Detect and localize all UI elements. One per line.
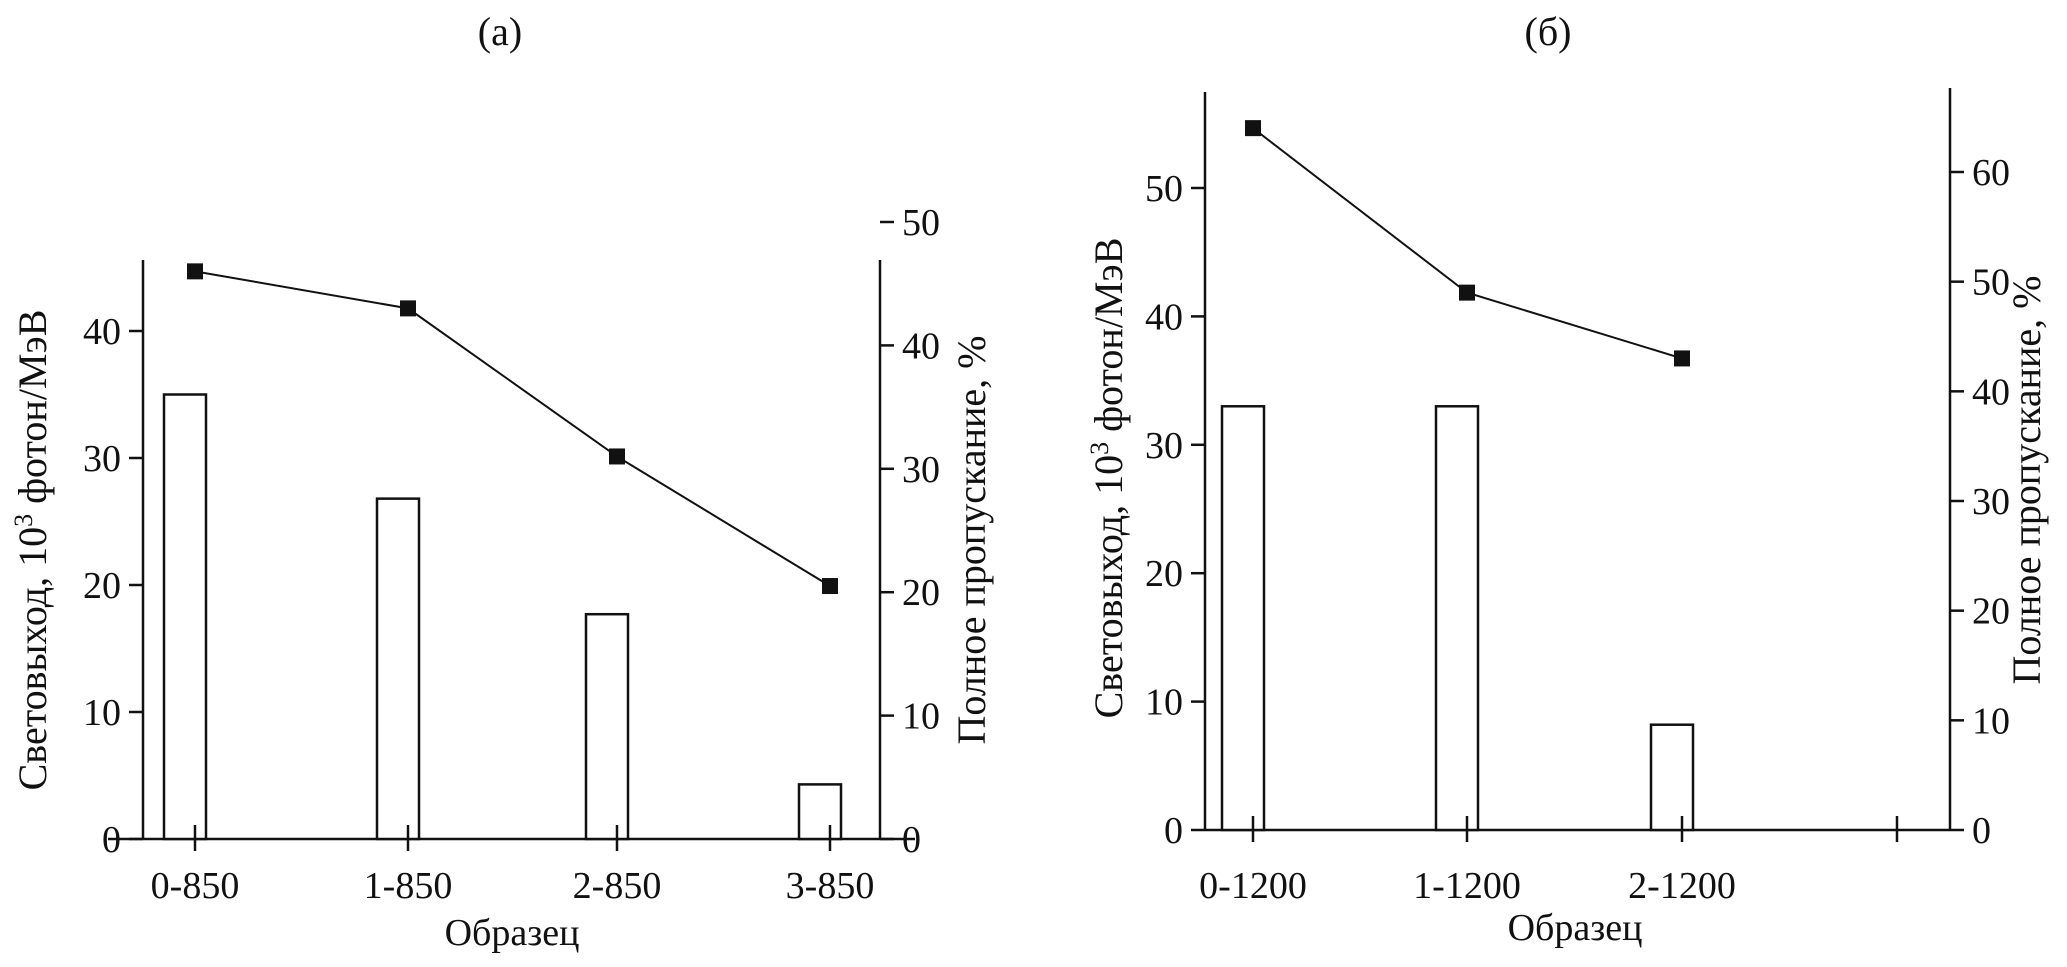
panel-a-x-ticks: 0-850 1-850 2-850 3-850: [151, 825, 875, 907]
right-tick-label: 20: [1972, 591, 2010, 633]
transmission-point: [400, 300, 416, 317]
transmission-point: [1245, 120, 1261, 137]
left-tick-label: 30: [1145, 425, 1183, 467]
panel-a-label: (а): [478, 9, 522, 54]
panel-b: (б) 0 10 20 30 40 50 0 10 20 30 40 50 60 0-1200 1-12…: [1085, 9, 2049, 949]
right-tick-label: 60: [1972, 152, 2010, 194]
panel-b-label: (б): [1525, 9, 1572, 54]
panel-b-x-axis-title: Образец: [1508, 907, 1643, 949]
right-tick-label: 40: [1972, 371, 2010, 413]
bar: [1649, 723, 1695, 832]
left-tick-label: 40: [1145, 296, 1183, 338]
bar: [375, 497, 421, 841]
transmission-line: [1252, 127, 1683, 360]
right-tick-label: 20: [902, 572, 940, 614]
panel-a-bars: [162, 393, 843, 841]
panel-a-left-ticks: 0 10 20 30 40: [83, 311, 143, 861]
panel-a-x-axis-title: Образец: [445, 912, 580, 954]
transmission-line: [194, 270, 831, 587]
bar: [162, 393, 208, 841]
right-tick-label: 0: [902, 819, 921, 861]
panel-a-line-series: [187, 263, 838, 595]
left-tick-label: 20: [1145, 553, 1183, 595]
transmission-point: [1459, 284, 1475, 301]
panel-a-left-axis-title-sup: 3: [9, 514, 38, 527]
left-tick-label: 10: [1145, 682, 1183, 724]
panel-a: (а) 0 10 20 30 40 0 10 20 30 40 50 0-850 1-850 2-85…: [9, 9, 994, 954]
right-tick-label: 0: [1972, 810, 1991, 852]
bar: [1434, 405, 1480, 832]
x-tick-label: 2-1200: [1628, 865, 1736, 907]
bar: [797, 783, 843, 841]
x-tick-label: 1-1200: [1413, 865, 1521, 907]
right-tick-label: 10: [1972, 700, 2010, 742]
x-tick-label: 1-850: [364, 865, 453, 907]
transmission-point: [609, 448, 625, 465]
x-tick-label: 3-850: [786, 865, 875, 907]
x-tick-label: 0-1200: [1199, 865, 1307, 907]
panel-a-right-axis-title: Полное пропускание, %: [949, 335, 994, 744]
left-tick-label: 20: [83, 565, 121, 607]
panel-b-right-axis-title: Полное пропускание, %: [2004, 275, 2049, 684]
panel-a-left-axis-title: Световыход, 103 фотон/МэВ: [9, 310, 55, 791]
panel-b-left-axis-title-pre: Световыход, 10: [1086, 455, 1131, 718]
bar: [1220, 405, 1266, 832]
panel-b-left-axis-title: Световыход, 103 фотон/МэВ: [1085, 238, 1131, 719]
left-tick-label: 50: [1145, 168, 1183, 210]
panel-b-x-ticks: 0-1200 1-1200 2-1200: [1199, 816, 1899, 907]
left-tick-label: 40: [83, 311, 121, 353]
panel-a-left-axis-title-pre: Световыход, 10: [10, 527, 55, 790]
x-tick-label: 0-850: [151, 865, 240, 907]
panel-b-left-axis-title-post: фотон/МэВ: [1086, 238, 1131, 442]
panel-b-left-ticks: 0 10 20 30 40 50: [1145, 168, 1205, 852]
panel-a-left-axis-title-post: фотон/МэВ: [10, 310, 55, 514]
left-tick-label: 10: [83, 692, 121, 734]
transmission-point: [1674, 350, 1690, 367]
right-tick-label: 50: [1972, 262, 2010, 304]
right-tick-label: 30: [1972, 481, 2010, 523]
bar: [584, 612, 630, 841]
panel-a-right-ticks: 0 10 20 30 40 50: [880, 202, 940, 861]
panel-b-left-axis-title-sup: 3: [1085, 442, 1114, 455]
right-tick-label: 30: [902, 449, 940, 491]
left-tick-label: 0: [102, 819, 121, 861]
x-tick-label: 2-850: [573, 865, 662, 907]
right-tick-label: 50: [902, 202, 940, 244]
transmission-point: [822, 578, 838, 595]
right-tick-label: 40: [902, 325, 940, 367]
left-tick-label: 0: [1164, 810, 1183, 852]
transmission-point: [187, 263, 203, 280]
panel-b-right-ticks: 0 10 20 30 40 50 60: [1950, 152, 2010, 852]
panel-b-line-series: [1245, 120, 1690, 367]
panel-b-bars: [1220, 405, 1695, 832]
left-tick-label: 30: [83, 438, 121, 480]
right-tick-label: 10: [902, 696, 940, 738]
